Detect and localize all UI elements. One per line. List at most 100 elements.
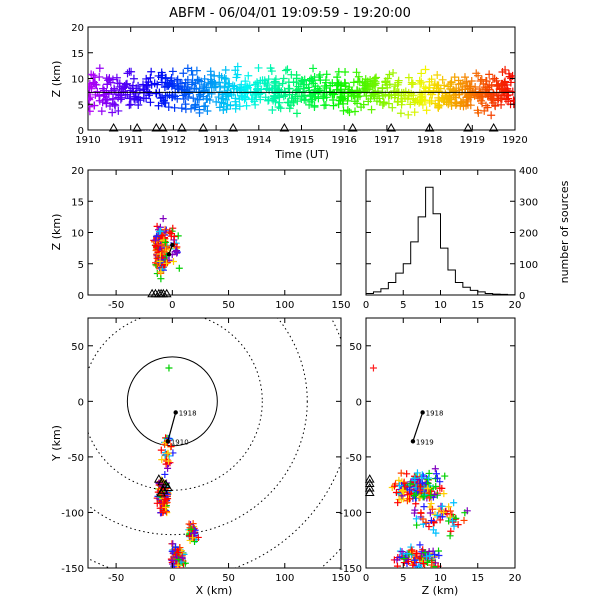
source-point — [128, 84, 137, 93]
source-point — [413, 469, 421, 477]
source-point — [477, 75, 486, 84]
source-point — [427, 517, 435, 525]
source-point — [370, 74, 379, 83]
source-point — [193, 75, 202, 84]
source-point — [427, 500, 435, 508]
source-point — [438, 484, 446, 492]
source-point — [466, 82, 475, 91]
track-label: 1918 — [426, 409, 444, 417]
source-point — [371, 79, 380, 88]
source-point — [422, 106, 431, 115]
source-point — [162, 73, 171, 82]
x-tick-label: 0 — [169, 300, 175, 311]
source-point — [403, 470, 411, 478]
source-point — [472, 69, 481, 78]
source-point — [189, 534, 197, 542]
source-point — [431, 99, 440, 108]
source-point — [411, 506, 419, 514]
x-tick-label: 1916 — [331, 135, 356, 146]
source-point — [408, 546, 416, 554]
source-point — [353, 86, 362, 95]
source-point — [337, 93, 346, 102]
source-point — [353, 77, 362, 86]
source-point — [250, 97, 259, 106]
source-point — [435, 101, 444, 110]
source-point — [170, 81, 179, 90]
source-point — [298, 76, 307, 85]
source-point — [163, 259, 171, 267]
source-point — [162, 508, 170, 516]
source-point — [419, 82, 428, 91]
source-point — [417, 92, 426, 101]
station-marker — [386, 122, 397, 132]
x-tick-label: 1911 — [118, 135, 143, 146]
source-point — [401, 87, 410, 96]
source-point — [292, 74, 301, 83]
source-point — [235, 102, 244, 111]
source-point — [161, 470, 169, 478]
source-point — [95, 96, 104, 105]
source-point — [432, 470, 440, 478]
x-tick-label: 1918 — [417, 135, 442, 146]
source-point — [300, 84, 309, 93]
source-point — [157, 227, 165, 235]
station-marker — [162, 482, 173, 491]
y-axis-label: Y (km) — [50, 425, 63, 462]
source-point — [139, 94, 148, 103]
source-point — [265, 86, 274, 95]
y-tick-label: 20 — [71, 166, 84, 177]
source-point — [413, 521, 421, 529]
source-point — [199, 82, 208, 91]
y-axis-label: Z (km) — [50, 214, 63, 251]
source-point — [463, 100, 472, 109]
station-marker — [228, 122, 239, 132]
source-point — [164, 464, 172, 472]
y-tick-label: -150 — [61, 564, 84, 575]
x-tick-label: 20 — [509, 300, 522, 311]
x-tick-label: -50 — [108, 573, 124, 584]
source-point — [164, 449, 172, 457]
source-point — [186, 524, 194, 532]
source-point — [462, 77, 471, 86]
y-tick-label: 300 — [519, 197, 538, 208]
source-point — [181, 90, 190, 99]
source-point — [441, 472, 449, 480]
source-point — [98, 84, 107, 93]
source-point — [442, 93, 451, 102]
source-point — [449, 91, 458, 100]
source-point — [417, 509, 425, 517]
source-point — [326, 81, 335, 90]
source-point — [451, 98, 460, 107]
source-point — [488, 94, 497, 103]
source-point — [434, 81, 443, 90]
y-axis-label: Z (km) — [50, 61, 63, 98]
source-point — [354, 72, 363, 81]
x-tick-label: 50 — [222, 300, 235, 311]
source-point — [307, 97, 316, 106]
source-point — [196, 91, 205, 100]
source-point — [415, 76, 424, 85]
source-point — [292, 109, 301, 118]
y-tick-label: 0 — [78, 397, 84, 408]
source-point — [156, 504, 164, 512]
source-point — [351, 107, 360, 116]
source-point — [400, 555, 408, 563]
track-point — [410, 439, 416, 444]
source-point — [426, 509, 434, 517]
source-point — [168, 556, 176, 564]
source-point — [154, 242, 162, 250]
y-tick-label: 0 — [78, 291, 84, 302]
source-point — [433, 511, 441, 519]
source-point — [170, 233, 178, 241]
x-tick-label: 150 — [331, 300, 350, 311]
y-tick-label: 50 — [71, 342, 84, 353]
source-point — [147, 67, 156, 76]
source-point — [378, 84, 387, 93]
source-point — [159, 96, 168, 105]
source-point — [498, 68, 507, 77]
source-point — [174, 561, 182, 568]
station-marker — [161, 288, 172, 298]
source-point — [341, 82, 350, 91]
